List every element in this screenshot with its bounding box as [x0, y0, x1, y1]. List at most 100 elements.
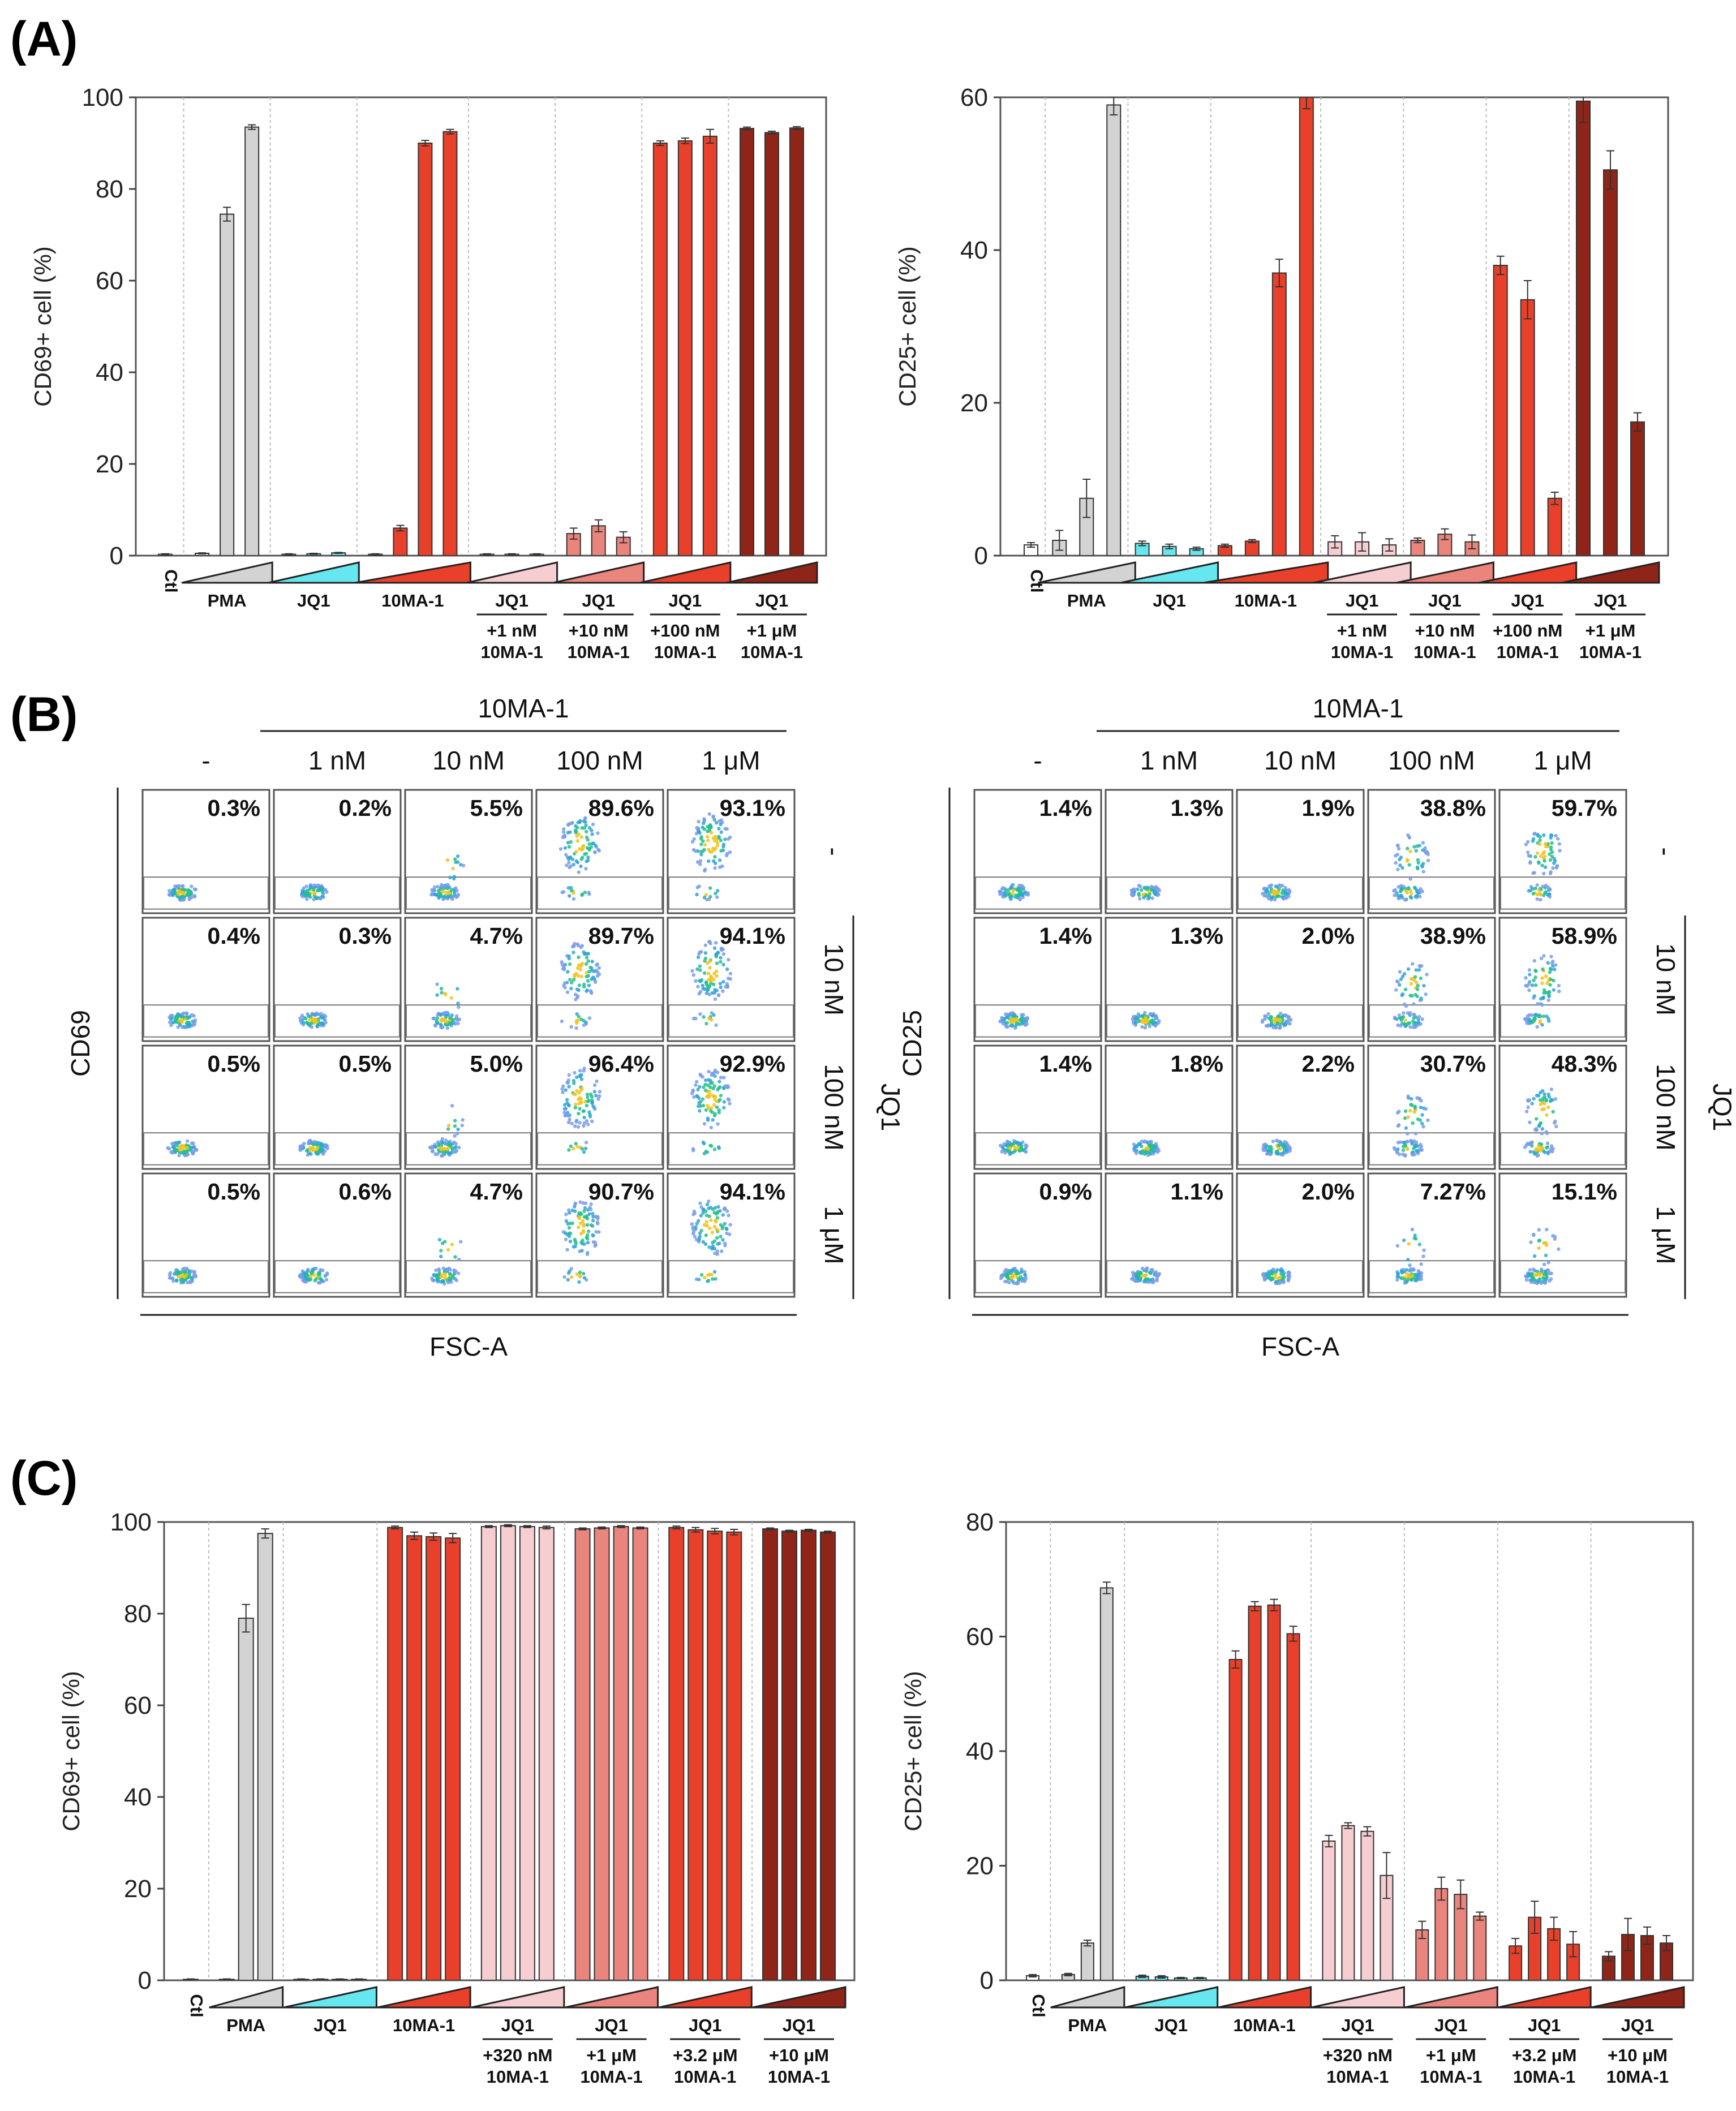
event-dot — [569, 1275, 574, 1279]
group-label: 10MA-1 — [393, 2015, 455, 2035]
event-dot — [435, 893, 439, 897]
event-dot — [713, 866, 717, 870]
event-dot — [1400, 1016, 1404, 1020]
event-dot — [1403, 1153, 1407, 1157]
event-dot — [1135, 1151, 1138, 1155]
bar-group-jq1 — [1576, 97, 1645, 556]
event-dot — [1015, 1141, 1019, 1145]
event-dot — [1137, 892, 1141, 896]
event-dot — [565, 1098, 569, 1102]
event-dot — [446, 1151, 450, 1155]
event-dot — [716, 1122, 720, 1126]
group-sublabel: 10MA-1 — [580, 2067, 642, 2087]
event-dot — [719, 830, 723, 834]
event-dot — [1546, 1269, 1550, 1272]
event-dot — [1282, 1275, 1286, 1279]
event-dot — [314, 1277, 318, 1281]
event-dot — [705, 897, 709, 902]
event-dot — [177, 889, 182, 893]
event-dot — [1550, 841, 1554, 845]
event-dot — [1551, 960, 1555, 964]
event-dot — [1544, 1098, 1549, 1102]
event-dot — [703, 842, 707, 847]
plot-box — [667, 1044, 796, 1170]
event-dot — [718, 865, 722, 869]
event-dot — [1532, 871, 1537, 875]
event-dot — [190, 1279, 194, 1283]
event-dot — [171, 1145, 175, 1149]
event-dot — [170, 1013, 174, 1018]
event-dot — [450, 1147, 455, 1151]
event-dot — [440, 1150, 445, 1154]
event-dot — [1140, 888, 1144, 892]
event-dot — [707, 1245, 711, 1249]
group-label: JQ1 — [1341, 2015, 1374, 2035]
event-dot — [175, 1141, 179, 1145]
event-dot — [1542, 988, 1546, 992]
event-dot — [1262, 1276, 1267, 1280]
event-dot — [180, 1020, 184, 1024]
event-dot — [1525, 984, 1529, 988]
event-dot — [1017, 888, 1022, 892]
event-dot — [1401, 1148, 1406, 1153]
percent-label: 48.3% — [1552, 1051, 1617, 1077]
event-dot — [1003, 892, 1007, 897]
event-dot — [1553, 968, 1557, 971]
row-label: 10 nM — [819, 943, 849, 1016]
event-dot — [1537, 1014, 1541, 1018]
event-dot — [698, 968, 702, 972]
event-dot — [575, 966, 580, 970]
event-dot — [719, 960, 723, 964]
plot-box — [404, 917, 533, 1042]
y-tick-label: 60 — [124, 1692, 152, 1719]
event-dot — [713, 1206, 717, 1210]
event-dot — [723, 1222, 727, 1226]
event-dot — [696, 984, 700, 988]
y-tick-label: 40 — [966, 1738, 994, 1765]
event-dot — [1403, 1116, 1407, 1120]
bar-group-jq1 — [1327, 532, 1397, 556]
flow-plot: 30.7% — [1367, 1044, 1496, 1170]
event-dot — [308, 1146, 312, 1150]
event-dot — [589, 1202, 593, 1206]
group-label: JQ1 — [1528, 2015, 1561, 2035]
event-dot — [699, 1100, 703, 1104]
event-dot — [710, 1272, 714, 1277]
event-dot — [1540, 1267, 1544, 1271]
event-dot — [1540, 1146, 1545, 1150]
flow-plot: 1.3% — [1105, 917, 1234, 1042]
bar — [1603, 169, 1618, 556]
event-dot — [436, 1013, 440, 1017]
group-sublabel: 10MA-1 — [1606, 2067, 1669, 2087]
percent-label: 90.7% — [588, 1179, 654, 1205]
event-dot — [458, 1240, 463, 1244]
negative-gate — [975, 1132, 1101, 1166]
event-dot — [1261, 892, 1265, 896]
event-dot — [576, 943, 581, 948]
event-dot — [1415, 894, 1419, 898]
event-dot — [560, 1087, 564, 1091]
event-dot — [1541, 852, 1545, 855]
flow-plot: 89.6% — [535, 789, 664, 914]
event-dot — [1533, 983, 1538, 987]
bar — [726, 1531, 742, 1980]
event-dot — [1288, 1149, 1292, 1153]
event-dot — [703, 956, 708, 961]
event-dot — [1398, 970, 1402, 974]
event-dot — [709, 824, 713, 829]
group-label: JQ1 — [1621, 2015, 1655, 2035]
bar — [1322, 1840, 1336, 1980]
event-dot — [561, 830, 566, 834]
event-dot — [1396, 1124, 1400, 1128]
plot-box — [1105, 789, 1234, 914]
event-dot — [306, 1021, 311, 1026]
event-dot — [431, 1278, 435, 1283]
event-dot — [1548, 895, 1552, 899]
negative-gate — [537, 876, 663, 910]
event-dot — [587, 969, 591, 974]
event-dot — [1148, 1024, 1152, 1029]
bar-group-jq1 — [1410, 528, 1480, 556]
event-dot — [1526, 1014, 1530, 1018]
bar — [1248, 1605, 1262, 1980]
plot-box — [535, 1044, 664, 1170]
